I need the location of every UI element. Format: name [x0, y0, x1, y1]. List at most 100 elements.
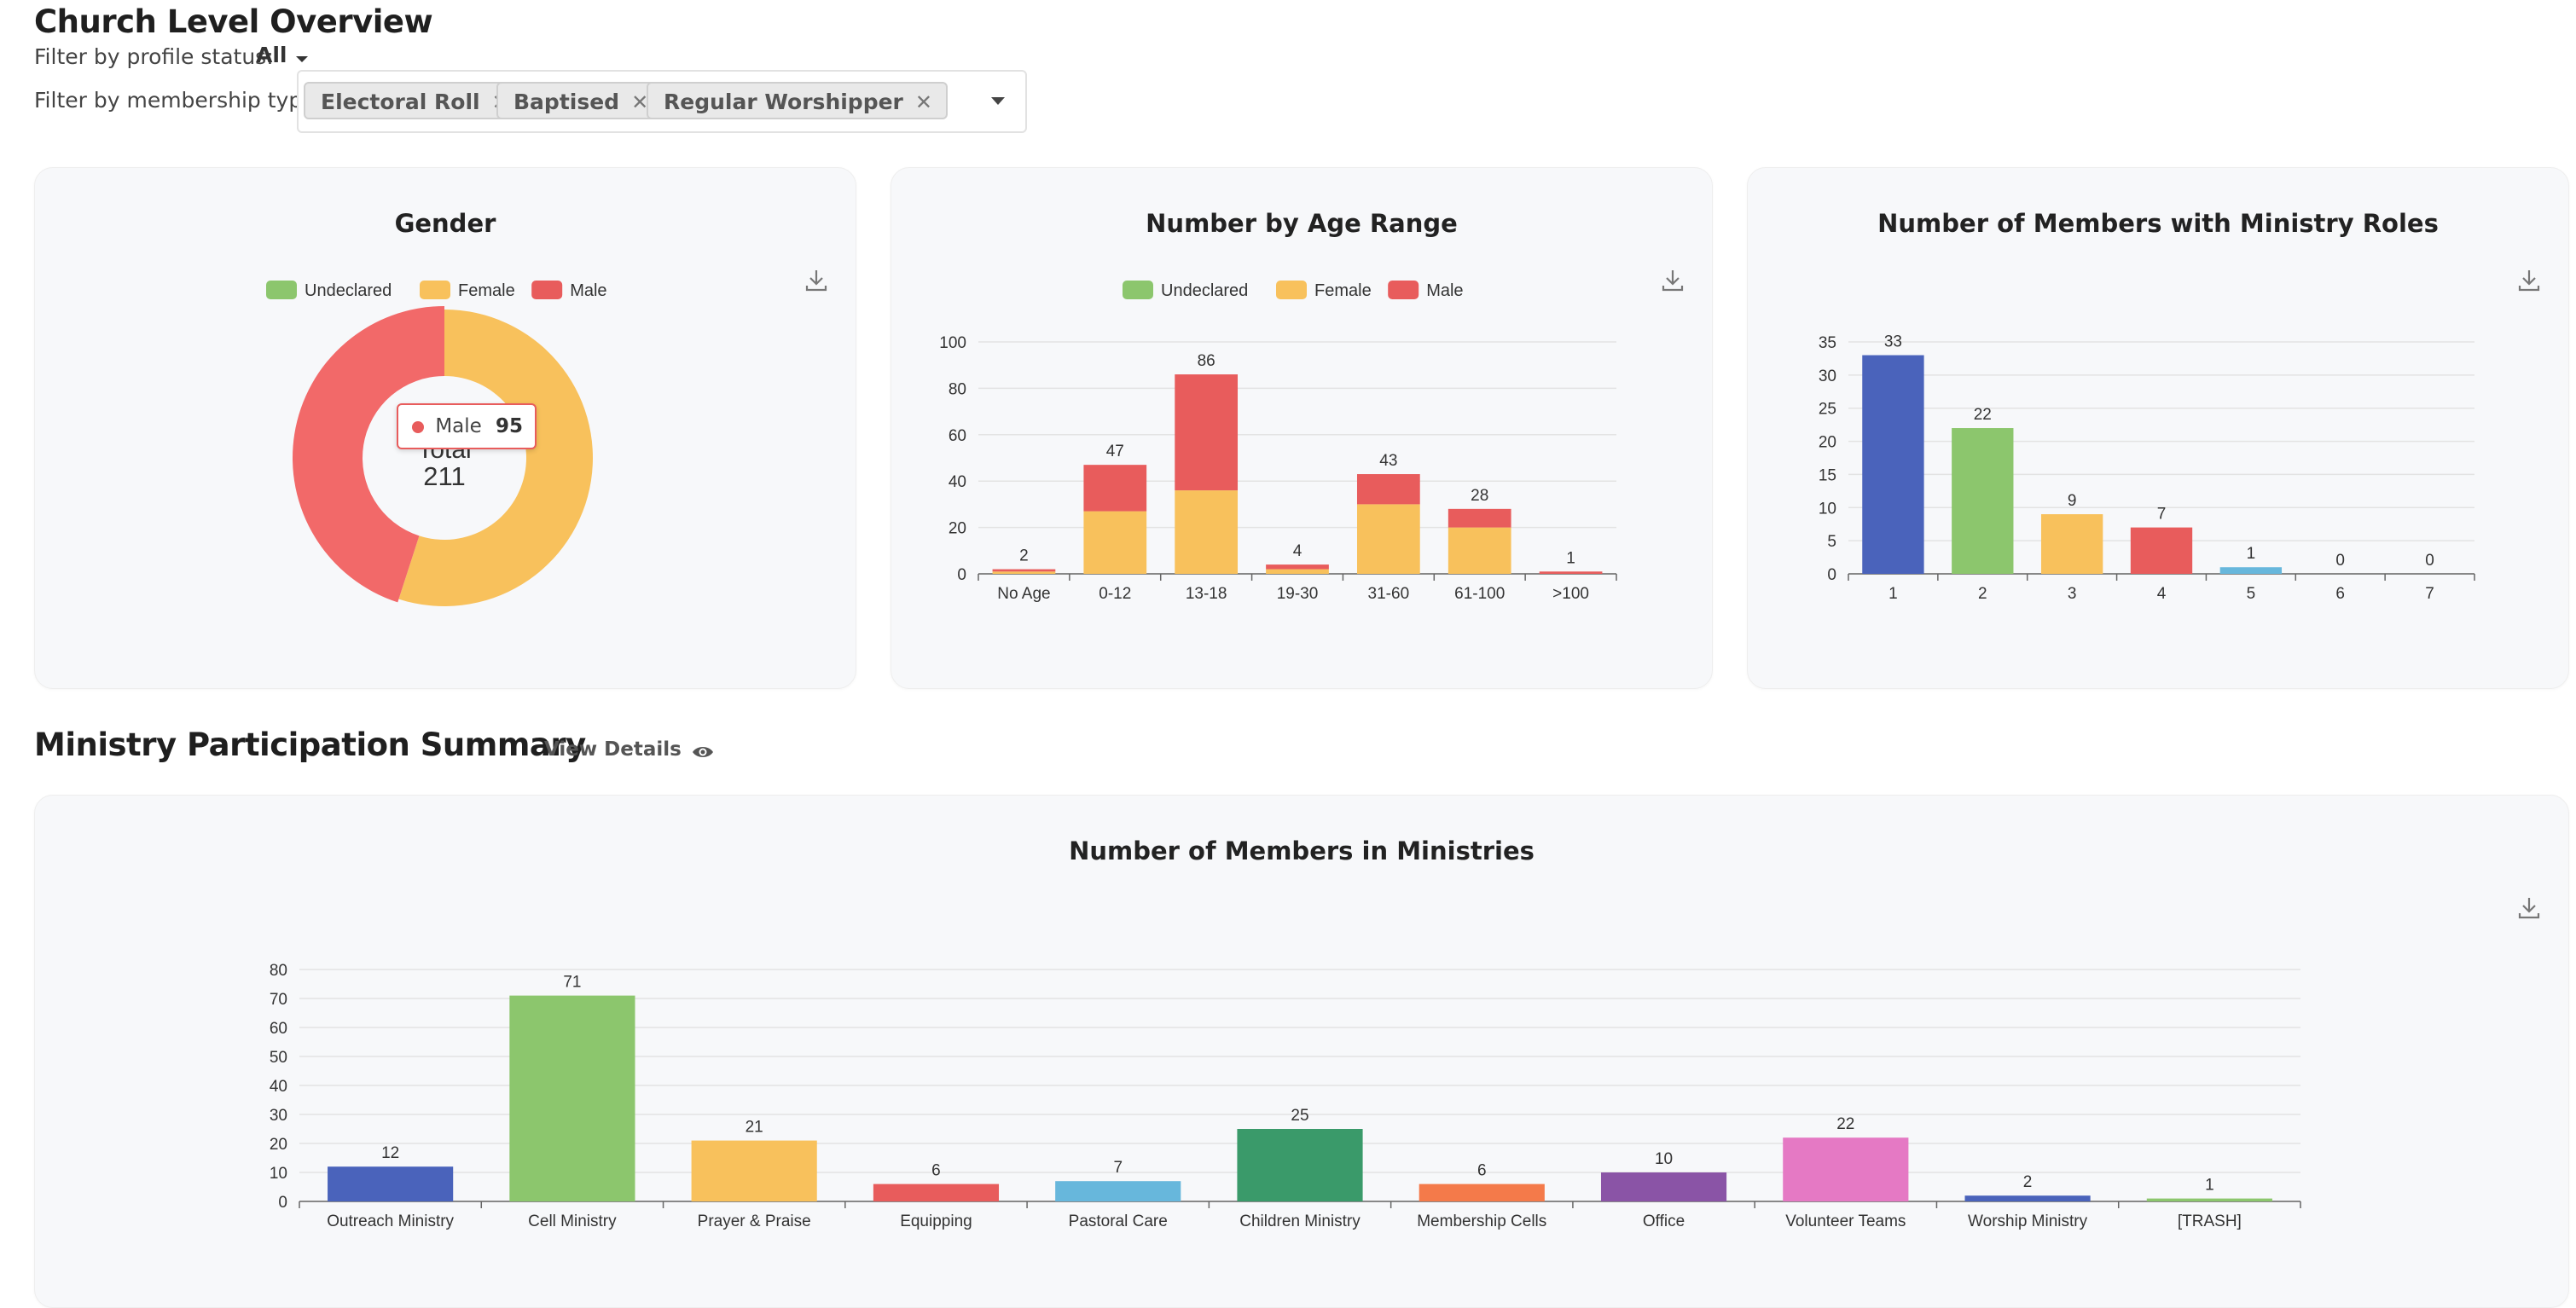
download-icon[interactable] [2515, 894, 2543, 922]
y-tick-label: 20 [270, 1136, 287, 1154]
x-tick-label: Pastoral Care [1069, 1213, 1168, 1230]
y-tick-label: 100 [939, 334, 966, 352]
filter-status-value: All [256, 43, 287, 67]
legend-label: Undeclared [305, 281, 392, 300]
download-icon[interactable] [2515, 267, 2543, 294]
section-title: Ministry Participation Summary [34, 726, 586, 763]
y-tick-label: 15 [1819, 466, 1836, 484]
membership-type-select[interactable]: Electoral Roll✕ Baptised✕ Regular Worshi… [297, 70, 1027, 133]
data-label: 0 [2425, 552, 2434, 570]
caret-down-icon [295, 55, 308, 62]
y-tick-label: 25 [1819, 401, 1836, 419]
x-tick-label: 1 [1888, 585, 1898, 603]
x-tick-label: 31-60 [1368, 585, 1410, 603]
chevron-down-icon[interactable] [991, 97, 1005, 106]
y-tick-label: 10 [270, 1165, 287, 1183]
bar-segment-male [1448, 508, 1511, 528]
remove-chip-icon[interactable]: ✕ [914, 90, 932, 114]
chip-baptised[interactable]: Baptised ✕ [496, 82, 664, 119]
bar-segment-female [1175, 490, 1239, 574]
y-tick-label: 0 [957, 566, 966, 584]
bar [1237, 1129, 1363, 1201]
x-tick-label: Children Ministry [1239, 1213, 1361, 1230]
legend-swatch [1123, 281, 1153, 299]
y-tick-label: 5 [1827, 533, 1836, 551]
gender-tooltip: Male 95 [397, 403, 537, 449]
legend-swatch [1276, 281, 1307, 299]
download-icon[interactable] [803, 267, 830, 294]
card-title: Number of Members in Ministries [1069, 836, 1535, 865]
x-tick-label: 5 [2247, 585, 2256, 603]
bar-segment-male [1083, 465, 1147, 512]
bar-segment-male [992, 569, 1056, 572]
x-tick-label: Cell Ministry [528, 1213, 617, 1230]
card-title: Gender [394, 209, 496, 238]
y-tick-label: 0 [278, 1194, 287, 1212]
x-tick-label: 61-100 [1454, 585, 1505, 603]
bar [2130, 527, 2193, 574]
x-tick-label: Equipping [900, 1213, 972, 1230]
x-tick-label: 13-18 [1186, 585, 1227, 603]
bar [1862, 355, 1924, 574]
filter-status-dropdown[interactable]: All [256, 43, 308, 67]
data-label: 4 [1293, 542, 1303, 560]
bar-segment-female [1448, 527, 1511, 574]
data-label: 86 [1198, 352, 1215, 370]
gender-card: Gender Total 211 Undeclared Female Male Ma… [34, 167, 856, 689]
y-tick-label: 60 [270, 1020, 287, 1038]
y-tick-label: 40 [270, 1078, 287, 1096]
chip-regular-worshipper[interactable]: Regular Worshipper ✕ [647, 82, 948, 119]
x-tick-label: 2 [1978, 585, 1987, 603]
tooltip-label: Male [435, 415, 482, 437]
data-label: 1 [2247, 545, 2256, 563]
y-tick-label: 30 [1819, 368, 1836, 385]
y-tick-label: 40 [949, 473, 966, 491]
bar [1964, 1195, 2091, 1201]
y-tick-label: 20 [949, 520, 966, 538]
download-icon[interactable] [1659, 267, 1686, 294]
bar [2146, 1198, 2272, 1201]
x-tick-label: 3 [2068, 585, 2077, 603]
data-label: 21 [746, 1119, 763, 1137]
bar [1783, 1137, 1909, 1201]
data-label: 7 [1113, 1159, 1123, 1177]
y-tick-label: 70 [270, 991, 287, 1009]
bar [1419, 1184, 1545, 1201]
legend-swatch [420, 281, 450, 299]
data-label: 0 [2335, 552, 2345, 570]
filter-status-label: Filter by profile status: [34, 44, 274, 69]
data-label: 10 [1655, 1150, 1673, 1168]
x-tick-label: Membership Cells [1417, 1213, 1546, 1230]
x-tick-label: 6 [2335, 585, 2345, 603]
bar [2219, 567, 2283, 574]
y-tick-label: 10 [1819, 500, 1836, 518]
data-label: 43 [1379, 452, 1397, 470]
legend-label: Undeclared [1161, 281, 1248, 300]
data-label: 22 [1974, 406, 1992, 424]
data-label: 6 [931, 1162, 941, 1180]
bar [509, 995, 635, 1201]
age-card: Number by Age Range Undeclared Female Male… [891, 167, 1713, 689]
legend-swatch [531, 281, 563, 299]
y-tick-label: 35 [1819, 334, 1836, 352]
remove-chip-icon[interactable]: ✕ [631, 90, 649, 114]
y-tick-label: 50 [270, 1049, 287, 1067]
chip-electoral-roll[interactable]: Electoral Roll✕ [304, 82, 525, 119]
card-title: Number by Age Range [1146, 209, 1458, 238]
y-tick-label: 30 [270, 1107, 287, 1125]
x-tick-label: 0-12 [1099, 585, 1131, 603]
bar-segment-male [1266, 564, 1329, 570]
view-details-link[interactable]: View Details [544, 738, 714, 761]
legend-swatch [266, 281, 297, 299]
bar-segment-male [1539, 571, 1603, 574]
donut-slice-female [398, 310, 593, 606]
tooltip-value: 95 [495, 415, 523, 437]
x-tick-label: Worship Ministry [1968, 1213, 2088, 1230]
filter-membership-label: Filter by membership type: [34, 88, 322, 113]
data-label: 1 [1566, 549, 1575, 567]
y-tick-label: 80 [949, 380, 966, 398]
y-tick-label: 80 [270, 962, 287, 980]
bar [1952, 428, 2014, 574]
data-label: 71 [563, 974, 581, 992]
